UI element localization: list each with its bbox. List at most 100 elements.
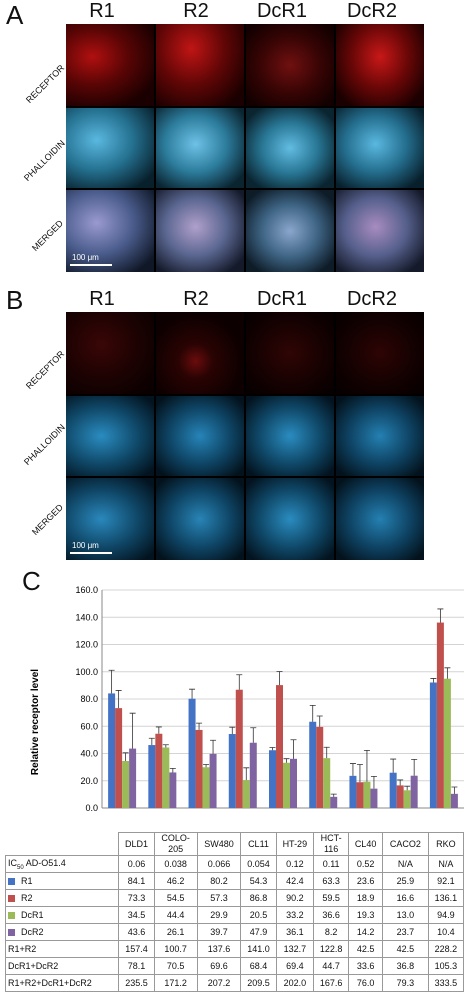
table-cell: 0.038 xyxy=(153,855,198,873)
panel-a-tile-phalloidin-r2 xyxy=(156,108,244,188)
table-header-cell: HCT- 116 xyxy=(313,832,350,856)
table-cell: 43.6 xyxy=(118,923,155,941)
panel-b-tile-merged-dcr2 xyxy=(336,478,424,560)
bar-r1-colo-205 xyxy=(148,745,156,808)
table-cell: 94.9 xyxy=(427,906,465,924)
bar-dcr2-caco2 xyxy=(410,775,418,808)
table-cell: 207.2 xyxy=(196,974,242,992)
table-cell: 46.2 xyxy=(153,872,198,890)
panel-a-tile-phalloidin-r1 xyxy=(66,108,154,188)
table-cell: 228.2 xyxy=(427,940,465,958)
table-cell: 42.5 xyxy=(348,940,383,958)
table-cell: 69.6 xyxy=(196,957,242,975)
bar-dcr2-cl40 xyxy=(370,788,378,808)
bar-r1-rko xyxy=(429,682,437,808)
bar-r1-cl11 xyxy=(228,734,236,808)
row-label: R1+R2 xyxy=(4,940,120,958)
panel-a-row-phalloidin: PHALLOIDIN xyxy=(22,138,67,184)
bar-r1-hct-116 xyxy=(309,721,317,808)
table-cell: 18.9 xyxy=(348,889,383,907)
table-cell: 29.9 xyxy=(196,906,242,924)
bar-dcr1-colo-205 xyxy=(162,747,170,808)
table-row: R2 73.3 54.5 57.3 86.8 90.2 59.5 18.9 16.6 136.1 xyxy=(4,889,465,907)
panel-a-tile-receptor-r1 xyxy=(66,24,154,106)
panel-a-tile-phalloidin-dcr1 xyxy=(246,108,334,188)
row-label: R2 xyxy=(4,889,120,907)
header-text: COLO- xyxy=(161,833,190,843)
error-bar xyxy=(236,674,243,690)
bar-r1-caco2 xyxy=(389,772,397,808)
table-cell: 70.5 xyxy=(153,957,198,975)
table-cell: 33.6 xyxy=(348,957,383,975)
bar-dcr2-hct-116 xyxy=(330,796,338,808)
header-text: CACO2 xyxy=(389,838,421,849)
table-cell: 100.7 xyxy=(153,940,198,958)
table-cell: 10.4 xyxy=(427,923,465,941)
table-header-cell: HT-29 xyxy=(275,832,315,856)
panel-a-tile-merged-r1 xyxy=(66,190,154,272)
error-bar xyxy=(290,739,297,759)
panel-b-col-r1: R1 xyxy=(89,288,115,310)
table-row: DcR2 43.6 26.1 39.7 47.9 36.1 8.2 14.2 23.7 10.4 xyxy=(4,923,465,941)
panel-a-tile-receptor-r2 xyxy=(156,24,244,106)
y-tick-label: 20.0 xyxy=(80,776,98,786)
bar-dcr2-cl11 xyxy=(249,742,257,808)
error-bar xyxy=(169,767,176,773)
legend-swatch xyxy=(8,878,15,886)
table-cell: 84.1 xyxy=(118,872,155,890)
bar-r2-sw480 xyxy=(195,729,203,808)
bar-dcr2-dld1 xyxy=(129,748,137,808)
table-cell: 136.1 xyxy=(427,889,465,907)
table-cell: 76.0 xyxy=(348,974,383,992)
table-cell: 54.5 xyxy=(153,889,198,907)
error-bar xyxy=(323,746,330,759)
error-bar xyxy=(309,705,316,722)
label-text: R2 xyxy=(21,893,33,903)
table-cell: 8.2 xyxy=(313,923,350,941)
table-cell: 16.6 xyxy=(381,889,429,907)
panel-a-tile-receptor-dcr1 xyxy=(246,24,334,106)
header-text: DLD1 xyxy=(124,838,148,849)
table-header-cell: CL40 xyxy=(348,832,383,856)
bar-r2-rko xyxy=(436,622,444,808)
table-cell: 167.6 xyxy=(313,974,350,992)
panel-b-tile-receptor-dcr1 xyxy=(246,312,334,394)
table-cell: 0.054 xyxy=(240,855,277,873)
error-bar xyxy=(404,785,411,791)
error-bar xyxy=(129,712,136,749)
table-cell: 0.52 xyxy=(348,855,383,873)
panel-b-tile-phalloidin-dcr2 xyxy=(336,396,424,476)
panel-b-row-receptor: RECEPTOR xyxy=(24,348,67,392)
table-cell: 122.8 xyxy=(313,940,350,958)
table-cell: 69.4 xyxy=(275,957,315,975)
error-bar xyxy=(269,747,276,751)
table-row: R1+R2+DcR1+DcR2 235.5 171.2 207.2 209.5 202.0… xyxy=(4,974,465,992)
bar-dcr2-sw480 xyxy=(209,753,217,808)
table-cell: 0.11 xyxy=(313,855,350,873)
error-bar xyxy=(203,764,210,768)
label-text: DcR1+DcR2 xyxy=(8,961,59,971)
error-bar xyxy=(122,752,129,761)
table-cell: 235.5 xyxy=(118,974,155,992)
error-bar xyxy=(250,727,257,743)
y-tick-label: 80.0 xyxy=(80,694,98,704)
label-text: IC xyxy=(8,857,17,868)
table-cell: 80.2 xyxy=(196,872,242,890)
bar-r2-hct-116 xyxy=(316,726,324,808)
table-row: R1+R2 157.4 100.7 137.6 141.0 132.7 122.8 42.5 4… xyxy=(4,940,465,958)
header-text: CL11 xyxy=(248,838,269,849)
panel-a-tile-phalloidin-dcr2 xyxy=(336,108,424,188)
table-corner-cell xyxy=(5,832,120,856)
legend-swatch xyxy=(8,912,15,920)
table-cell: 13.0 xyxy=(381,906,429,924)
table-cell: 0.066 xyxy=(196,855,242,873)
table-header-cell: CL11 xyxy=(240,832,277,856)
error-bar xyxy=(316,715,323,727)
table-row: R1 84.1 46.2 80.2 54.3 42.4 63.3 23.6 25.9 92.1 xyxy=(4,872,465,890)
table-cell: 105.3 xyxy=(427,957,465,975)
error-bar xyxy=(437,608,444,623)
bar-r2-colo-205 xyxy=(155,733,163,808)
error-bar xyxy=(148,737,155,746)
error-bar xyxy=(411,758,418,776)
bar-r1-ht-29 xyxy=(269,750,276,808)
